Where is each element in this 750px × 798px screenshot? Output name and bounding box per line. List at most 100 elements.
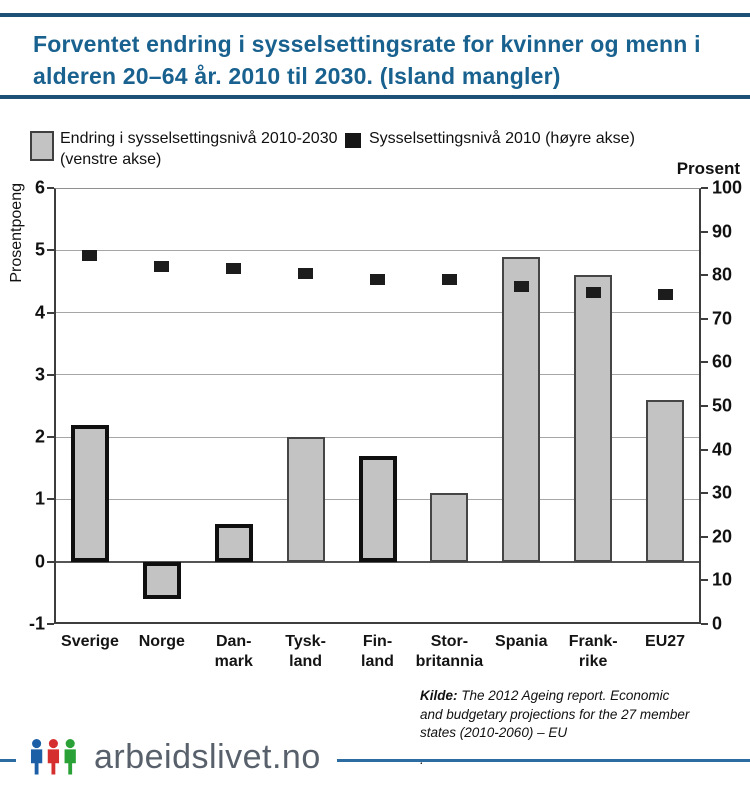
x-axis-label-line: Frank- [568, 633, 618, 650]
left-axis-tick-label: -1 [28, 613, 45, 634]
marker-finland [370, 274, 385, 286]
right-axis-tick [701, 448, 708, 451]
right-axis-tick [701, 492, 708, 495]
bar-storbritannia [430, 493, 469, 562]
page-title: Forventet endring i sysselsettingsrate f… [33, 28, 701, 92]
footer-divider [0, 759, 750, 762]
right-axis-tick-label: 10 [712, 569, 733, 590]
source-line1: Kilde: The 2012 Ageing report. Economic [420, 688, 670, 703]
x-axis-label-sverige: Sverige [44, 632, 136, 652]
gridline [54, 374, 701, 376]
x-axis-label-line: EU27 [645, 633, 686, 650]
left-axis-tick [47, 436, 54, 439]
x-axis-label-spania: Spania [475, 632, 567, 652]
left-axis-tick [47, 187, 54, 189]
right-axis-tick [701, 579, 708, 582]
x-axis-label-line: Sverige [61, 633, 119, 650]
right-axis-tick-label: 40 [712, 439, 733, 460]
x-axis-label-line: Dan- [215, 633, 252, 650]
marker-frankrike [585, 287, 601, 299]
left-axis-tick [47, 498, 54, 501]
source-label: Kilde: [420, 688, 458, 703]
legend-item-markers: Sysselsettingsnivå 2010 (høyre akse) [369, 130, 635, 147]
right-axis-tick-label: 30 [712, 482, 733, 503]
x-axis-label-line: Stor- [430, 633, 469, 650]
right-axis-tick [701, 317, 708, 320]
bar-frankrike [574, 275, 613, 562]
x-axis-label-norge: Norge [116, 632, 208, 652]
page-title-line2: alderen 20–64 år. 2010 til 2030. (Island… [33, 63, 561, 89]
x-axis-label-line: britannia [415, 653, 484, 670]
bar-norge [142, 561, 181, 600]
gridline [54, 312, 701, 314]
left-axis-tick [47, 249, 54, 252]
marker-storbritannia [441, 274, 457, 286]
x-axis-label-tyskland: Tysk-land [260, 632, 352, 672]
title-bottom-rule [0, 95, 750, 99]
right-axis-tick-label: 20 [712, 526, 733, 547]
left-axis-tick [47, 373, 54, 376]
x-axis-label-line: Norge [138, 633, 185, 650]
right-axis-tick-label: 80 [712, 264, 733, 285]
marker-norge [154, 260, 170, 272]
right-axis-tick [701, 361, 708, 364]
right-axis-tick-label: 90 [712, 221, 733, 242]
gridline [54, 436, 701, 438]
x-axis-label-finland: Fin-land [332, 632, 424, 672]
right-axis-tick [701, 405, 708, 407]
bar-eu27 [646, 399, 685, 562]
x-axis-label-line: rike [578, 653, 608, 670]
source-note: Kilde: The 2012 Ageing report. Economic … [420, 687, 689, 769]
right-axis-tick [701, 230, 708, 233]
left-axis-tick [47, 560, 54, 563]
x-axis-label-line: land [361, 653, 394, 670]
x-axis-label-line: mark [214, 653, 253, 670]
site-logo[interactable]: arbeidslivet.no [16, 732, 337, 782]
left-axis-tick [47, 311, 54, 314]
x-axis-label-storbritannia: Stor-britannia [403, 632, 495, 672]
legend-item-bars: Endring i sysselsettingsnivå 2010-2030 (… [60, 128, 338, 170]
bar-danmark [214, 524, 253, 562]
right-axis-tick-label: 100 [712, 177, 743, 198]
left-axis-tick-label: 2 [34, 426, 45, 447]
marker-tyskland [298, 267, 314, 279]
plot-frame [54, 188, 701, 624]
right-axis-tick [701, 274, 708, 277]
title-top-rule [0, 13, 750, 17]
bar-sverige [70, 424, 109, 562]
left-axis-tick-label: 3 [34, 364, 45, 385]
right-axis-tick [701, 187, 708, 189]
x-axis-label-eu27: EU27 [619, 632, 711, 652]
marker-eu27 [657, 289, 673, 301]
legend-marker-swatch-icon [345, 133, 361, 148]
left-axis-tick-label: 4 [34, 302, 45, 323]
x-axis-label-line: Spania [495, 633, 548, 650]
legend-bar-swatch-icon [30, 131, 54, 161]
x-axis-label-line: Fin- [362, 633, 393, 650]
right-axis-tick [701, 535, 708, 538]
source-line3: states (2010-2060) – EU [420, 725, 568, 740]
gridline [54, 249, 701, 251]
right-axis-tick-label: 0 [712, 613, 723, 634]
x-axis-label-danmark: Dan-mark [188, 632, 280, 672]
x-axis-label-line: land [289, 653, 323, 670]
bar-finland [358, 455, 397, 562]
right-axis-tick-label: 70 [712, 308, 733, 329]
left-axis-tick-label: 5 [34, 239, 45, 260]
left-axis-tick-label: 0 [34, 551, 45, 572]
legend-item-bars-line1: Endring i sysselsettingsnivå 2010-2030 [60, 130, 338, 147]
right-axis-title: Prosent [676, 159, 740, 178]
people-icon [30, 739, 76, 775]
bar-tyskland [286, 437, 325, 562]
bar-spania [502, 256, 541, 562]
right-axis-tick [701, 623, 708, 625]
right-axis-tick-label: 50 [712, 395, 733, 416]
marker-spania [513, 280, 529, 292]
page-title-line1: Forventet endring i sysselsettingsrate f… [33, 31, 701, 57]
left-axis-tick [47, 623, 54, 625]
logo-text: arbeidslivet.no [94, 737, 321, 776]
right-axis-tick-label: 60 [712, 351, 733, 372]
left-axis-tick-label: 6 [34, 177, 45, 198]
x-axis-label-line: Tysk- [285, 633, 326, 650]
legend-item-bars-line2: (venstre akse) [60, 151, 162, 168]
